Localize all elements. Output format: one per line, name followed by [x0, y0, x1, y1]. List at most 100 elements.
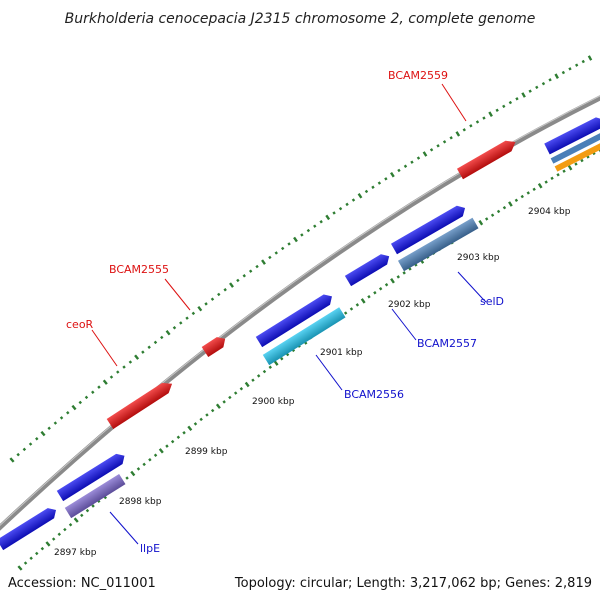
kbp-label-2897: 2897 kbp: [54, 548, 97, 558]
inner-tick: [51, 537, 56, 541]
kbp-label-2903: 2903 kbp: [457, 253, 500, 263]
inner-tick: [532, 187, 536, 191]
inner-tick: [402, 271, 406, 275]
gene-inner-3[interactable]: [391, 203, 468, 255]
inner-tick: [193, 422, 198, 426]
outer-tick: [469, 124, 473, 128]
inner-tick: [355, 303, 360, 307]
outer-tick: [274, 251, 278, 255]
outer-tick: [35, 437, 39, 441]
leader-bcam2555: [164, 278, 191, 311]
inner-tick: [562, 169, 566, 173]
outer-tick: [47, 426, 51, 430]
inner-tick: [57, 532, 61, 536]
outer-tick: [403, 164, 408, 168]
outer-tick: [179, 321, 183, 325]
outer-tick: [422, 151, 428, 157]
gene-seld[interactable]: [398, 217, 479, 272]
genome-summary-text: Topology: circular; Length: 3,217,062 bp…: [234, 576, 592, 591]
inner-tick: [544, 180, 548, 184]
inner-tick: [233, 391, 238, 395]
inner-tick: [567, 164, 573, 171]
outer-tick: [515, 97, 519, 101]
inner-tick: [199, 417, 203, 422]
outer-tick: [97, 385, 101, 389]
outer-tick: [455, 131, 461, 137]
outer-tick: [78, 400, 82, 405]
gene-inner-left[interactable]: [0, 505, 59, 551]
inner-tick: [68, 523, 73, 527]
outer-tick: [319, 220, 323, 224]
inner-tick: [23, 561, 28, 565]
inner-tick: [136, 467, 141, 471]
outer-tick: [462, 128, 466, 132]
kbp-label-2900: 2900 kbp: [252, 397, 295, 407]
gene-llpe[interactable]: [64, 473, 126, 519]
inner-tick: [244, 381, 250, 388]
outer-tick: [229, 282, 234, 288]
outer-tick: [217, 292, 221, 297]
leader-seld: [457, 271, 487, 303]
inner-tick: [35, 551, 39, 556]
gene-inner-5[interactable]: [550, 131, 600, 164]
outer-tick: [377, 181, 382, 185]
outer-tick: [561, 70, 566, 75]
inner-tick: [514, 198, 519, 202]
inner-tick: [73, 517, 79, 523]
outer-tick: [416, 156, 421, 160]
outer-tick: [521, 92, 526, 98]
gene-bcam2555[interactable]: [201, 334, 229, 358]
outer-tick: [390, 171, 395, 178]
inner-tick: [228, 395, 232, 400]
outer-tick: [141, 350, 145, 354]
inner-tick: [537, 182, 543, 189]
gene-inner-4[interactable]: [544, 115, 600, 155]
inner-tick: [268, 365, 272, 369]
inner-tick: [29, 556, 33, 560]
outer-tick: [429, 148, 434, 152]
gene-inner-2[interactable]: [255, 291, 335, 348]
outer-tick: [575, 63, 579, 67]
gene-bcam2559[interactable]: [457, 137, 518, 180]
gene-inner-1[interactable]: [56, 451, 128, 502]
outer-tick: [223, 288, 227, 292]
inner-tick: [153, 453, 158, 457]
outer-gene-track: [106, 137, 518, 430]
outer-tick: [109, 375, 114, 379]
inner-tick: [262, 369, 267, 374]
outer-tick: [261, 259, 266, 265]
outer-tick: [16, 452, 20, 457]
outer-tick: [280, 246, 285, 251]
outer-tick: [236, 278, 240, 283]
chromosome-backbone: [0, 95, 600, 531]
map-title: Burkholderia cenocepacia J2315 chromosom…: [65, 11, 536, 27]
outer-tick: [410, 160, 414, 164]
outer-tick: [84, 395, 89, 400]
outer-tick: [436, 144, 440, 148]
outer-tick: [357, 193, 363, 199]
gene-bcam2556[interactable]: [262, 307, 346, 366]
outer-tick: [528, 89, 532, 93]
outer-tick: [53, 421, 58, 425]
inner-gene-track: [0, 115, 600, 551]
inner-tick: [556, 173, 560, 177]
outer-tick: [91, 390, 95, 394]
label-leaders: [91, 83, 487, 545]
inner-tick: [526, 191, 530, 195]
leader-bcam2556: [315, 354, 343, 391]
outer-tick: [300, 233, 304, 237]
outer-tick: [351, 198, 356, 202]
outer-tick: [325, 214, 331, 221]
inner-tick: [91, 504, 95, 508]
gene-ceor[interactable]: [106, 379, 176, 430]
outer-tick: [165, 329, 171, 336]
gene-inner-6[interactable]: [554, 139, 600, 172]
leader-ceor: [91, 329, 118, 367]
outer-tick: [191, 311, 196, 316]
inner-tick: [343, 311, 348, 315]
gene-bcam2557[interactable]: [344, 251, 392, 287]
outer-tick: [248, 269, 253, 273]
outer-tick: [134, 354, 140, 360]
outer-tick: [71, 404, 77, 411]
